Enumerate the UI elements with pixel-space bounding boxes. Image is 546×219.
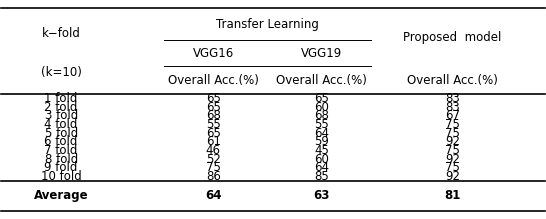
Text: 6 fold: 6 fold	[44, 135, 78, 148]
Text: Overall Acc.(%): Overall Acc.(%)	[276, 74, 367, 87]
Text: 5 fold: 5 fold	[45, 127, 78, 140]
Text: 8 fold: 8 fold	[45, 153, 78, 166]
Text: k−fold: k−fold	[41, 27, 81, 40]
Text: 68: 68	[206, 110, 221, 122]
Text: 7 fold: 7 fold	[44, 144, 78, 157]
Text: 60: 60	[314, 153, 329, 166]
Text: Overall Acc.(%): Overall Acc.(%)	[407, 74, 498, 87]
Text: 55: 55	[314, 118, 329, 131]
Text: 3 fold: 3 fold	[45, 110, 78, 122]
Text: 4 fold: 4 fold	[44, 118, 78, 131]
Text: 75: 75	[445, 118, 460, 131]
Text: 10 fold: 10 fold	[41, 170, 81, 183]
Text: 63: 63	[314, 189, 330, 203]
Text: 75: 75	[445, 144, 460, 157]
Text: Average: Average	[34, 189, 88, 203]
Text: 81: 81	[444, 189, 460, 203]
Text: 65: 65	[314, 92, 329, 105]
Text: 65: 65	[206, 127, 221, 140]
Text: 60: 60	[314, 101, 329, 114]
Text: 59: 59	[314, 135, 329, 148]
Text: 75: 75	[445, 127, 460, 140]
Text: 83: 83	[445, 101, 460, 114]
Text: VGG16: VGG16	[193, 47, 234, 60]
Text: 9 fold: 9 fold	[44, 161, 78, 174]
Text: 55: 55	[206, 118, 221, 131]
Text: 61: 61	[206, 135, 221, 148]
Text: 67: 67	[445, 110, 460, 122]
Text: 85: 85	[314, 170, 329, 183]
Text: VGG19: VGG19	[301, 47, 342, 60]
Text: 68: 68	[314, 110, 329, 122]
Text: Overall Acc.(%): Overall Acc.(%)	[168, 74, 259, 87]
Text: 1 fold: 1 fold	[44, 92, 78, 105]
Text: Transfer Learning: Transfer Learning	[216, 18, 319, 31]
Text: 83: 83	[445, 92, 460, 105]
Text: 46: 46	[206, 144, 221, 157]
Text: 64: 64	[205, 189, 222, 203]
Text: 75: 75	[445, 161, 460, 174]
Text: 64: 64	[314, 127, 329, 140]
Text: 92: 92	[445, 135, 460, 148]
Text: 2 fold: 2 fold	[44, 101, 78, 114]
Text: 45: 45	[314, 144, 329, 157]
Text: 86: 86	[206, 170, 221, 183]
Text: 92: 92	[445, 170, 460, 183]
Text: 65: 65	[206, 101, 221, 114]
Text: (k=10): (k=10)	[41, 66, 81, 79]
Text: 75: 75	[206, 161, 221, 174]
Text: 52: 52	[206, 153, 221, 166]
Text: 64: 64	[314, 161, 329, 174]
Text: 92: 92	[445, 153, 460, 166]
Text: 65: 65	[206, 92, 221, 105]
Text: Proposed  model: Proposed model	[403, 31, 501, 44]
